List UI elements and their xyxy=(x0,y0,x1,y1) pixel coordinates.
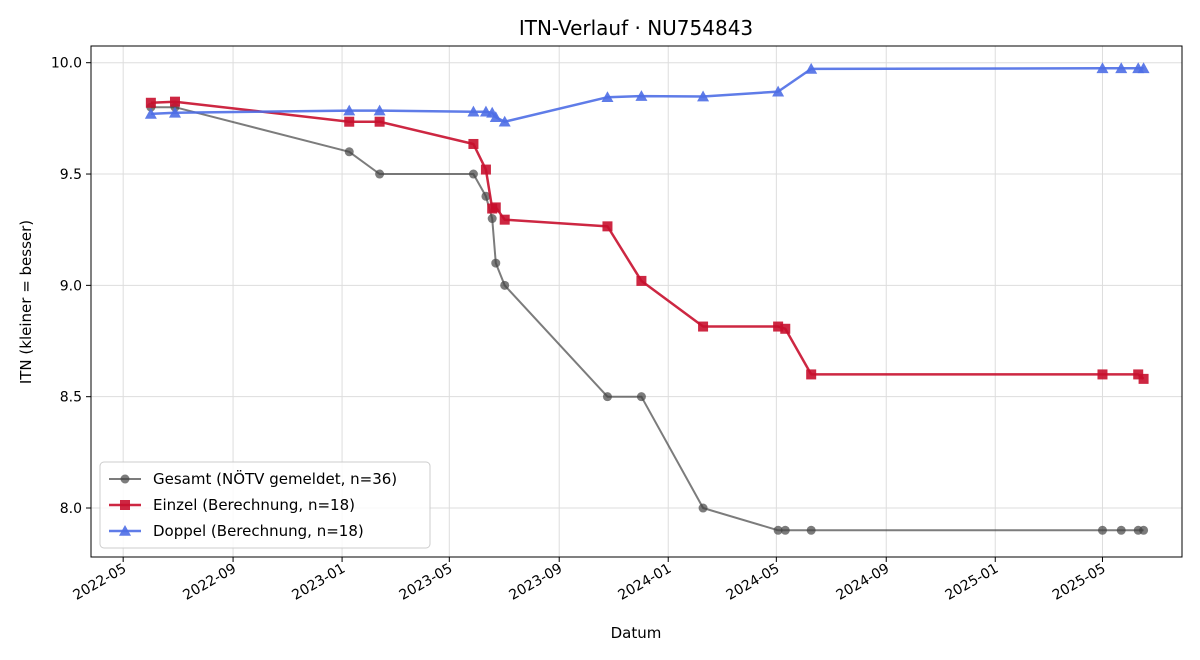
data-point-triangle xyxy=(498,115,511,127)
data-point-circle xyxy=(500,280,510,290)
y-axis-label: ITN (kleiner = besser) xyxy=(17,220,35,384)
data-point-square xyxy=(773,321,784,332)
data-point-circle xyxy=(481,191,491,201)
data-point-circle xyxy=(344,147,354,157)
data-point-square xyxy=(1133,369,1144,380)
y-axis: 8.0 8.5 9.0 9.5 10.0 xyxy=(51,56,91,517)
data-point-circle xyxy=(120,474,130,484)
data-point-circle xyxy=(1116,525,1126,535)
data-point-circle xyxy=(773,525,783,535)
y-tick-label: 9.5 xyxy=(60,167,82,183)
data-point-circle xyxy=(468,169,478,179)
x-axis-label: Datum xyxy=(611,624,662,642)
series-triangle xyxy=(144,62,1150,127)
data-point-triangle xyxy=(805,62,818,74)
data-point-square xyxy=(169,96,180,107)
data-point-square xyxy=(374,116,385,127)
data-point-triangle xyxy=(489,111,502,123)
chart-title: ITN-Verlauf · NU754843 xyxy=(519,16,753,40)
data-point-triangle xyxy=(772,85,785,97)
series-circle xyxy=(146,102,1149,535)
data-point-triangle xyxy=(601,91,614,103)
data-point-square xyxy=(344,116,355,127)
legend-item: Einzel (Berechnung, n=18) xyxy=(109,496,355,514)
data-point-circle xyxy=(1097,525,1107,535)
data-point-circle xyxy=(636,392,646,402)
data-point-square xyxy=(480,164,491,175)
data-point-circle xyxy=(602,392,612,402)
data-point-triangle xyxy=(168,106,181,118)
data-point-triangle xyxy=(343,104,356,116)
legend-label: Einzel (Berechnung, n=18) xyxy=(153,496,355,514)
data-point-triangle xyxy=(1115,62,1128,74)
y-tick-label: 8.5 xyxy=(60,390,82,406)
data-point-square xyxy=(1138,373,1149,384)
grid xyxy=(91,46,1182,557)
data-point-square xyxy=(490,202,501,213)
data-point-circle xyxy=(487,214,497,224)
data-point-triangle xyxy=(1137,62,1150,74)
data-point-square xyxy=(780,323,791,334)
plot-frame xyxy=(90,45,1183,558)
data-point-circle xyxy=(1139,525,1149,535)
data-point-triangle xyxy=(144,107,157,119)
data-point-triangle xyxy=(1096,62,1109,74)
data-point-square xyxy=(120,500,130,510)
data-point-triangle xyxy=(635,90,648,101)
data-point-circle xyxy=(806,525,816,535)
data-point-circle xyxy=(698,503,708,513)
data-point-square xyxy=(468,138,479,149)
y-tick-label: 9.0 xyxy=(60,278,82,294)
data-point-square xyxy=(1097,369,1108,380)
legend-item: Doppel (Berechnung, n=18) xyxy=(109,522,364,540)
data-point-circle xyxy=(780,525,790,535)
series-line xyxy=(150,100,1145,380)
data-point-triangle xyxy=(697,90,710,102)
legend-label: Gesamt (NÖTV gemeldet, n=36) xyxy=(153,469,397,488)
data-point-circle xyxy=(491,258,501,268)
data-point-square xyxy=(806,369,817,380)
y-tick-label: 10.0 xyxy=(51,56,82,72)
series-square xyxy=(145,96,1149,384)
data-point-triangle xyxy=(119,525,131,536)
series-layer xyxy=(144,62,1150,535)
legend-label: Doppel (Berechnung, n=18) xyxy=(153,522,364,540)
data-point-square xyxy=(698,321,709,332)
data-point-square xyxy=(602,221,613,232)
data-point-circle xyxy=(375,169,385,179)
data-point-triangle xyxy=(373,104,386,116)
data-point-square xyxy=(499,214,510,225)
legend-item: Gesamt (NÖTV gemeldet, n=36) xyxy=(109,469,397,488)
y-tick-label: 8.0 xyxy=(60,501,82,517)
legend: Gesamt (NÖTV gemeldet, n=36) Einzel (Bere… xyxy=(99,461,431,549)
data-point-square xyxy=(636,275,647,286)
legend-box xyxy=(99,461,431,549)
data-point-square xyxy=(145,97,156,108)
data-point-triangle xyxy=(467,105,480,117)
